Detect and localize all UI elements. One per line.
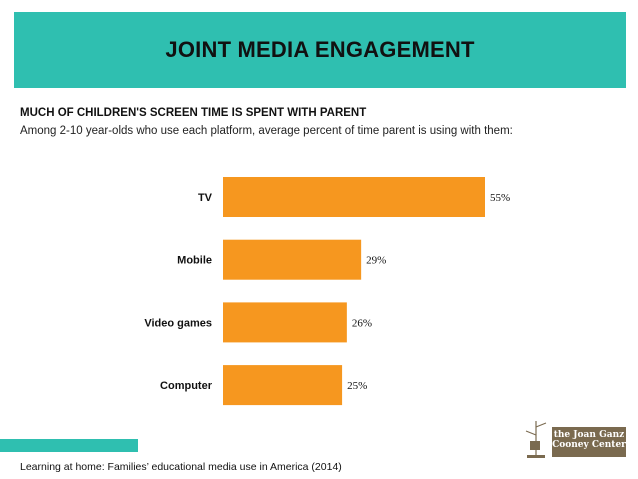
source-citation: Learning at home: Families’ educational …	[20, 461, 342, 473]
value-label: 25%	[347, 380, 367, 392]
logo-text-line1: the Joan Ganz	[553, 430, 625, 440]
category-label: Video games	[144, 317, 212, 329]
footer-band	[0, 439, 138, 452]
category-label: TV	[198, 192, 213, 204]
category-label: Mobile	[177, 255, 212, 267]
header-band: JOINT MEDIA ENGAGEMENT	[14, 12, 626, 88]
chart-description: Among 2-10 year-olds who use each platfo…	[20, 125, 513, 137]
value-label: 26%	[352, 317, 372, 329]
logo-text-line2: Cooney Center	[552, 440, 626, 450]
value-label: 29%	[366, 255, 386, 267]
bar-computer	[223, 365, 343, 406]
bar-tv	[223, 177, 485, 217]
logo-box: the Joan Ganz Cooney Center	[552, 427, 626, 457]
bar-chart: TV 55% Mobile 29% Video games 26% Computer 25%	[144, 177, 510, 406]
logo-text: the Joan Ganz Cooney Center	[552, 427, 626, 457]
logo-tree-icon	[525, 421, 547, 458]
bar-video-games	[223, 302, 347, 343]
bar-mobile	[223, 239, 362, 280]
page-title: JOINT MEDIA ENGAGEMENT	[165, 37, 475, 62]
chart-subtitle: MUCH OF CHILDREN'S SCREEN TIME IS SPENT …	[20, 107, 367, 119]
category-label: Computer	[160, 380, 213, 392]
cooney-center-logo: the Joan Ganz Cooney Center	[520, 413, 632, 469]
value-label: 55%	[490, 192, 510, 204]
